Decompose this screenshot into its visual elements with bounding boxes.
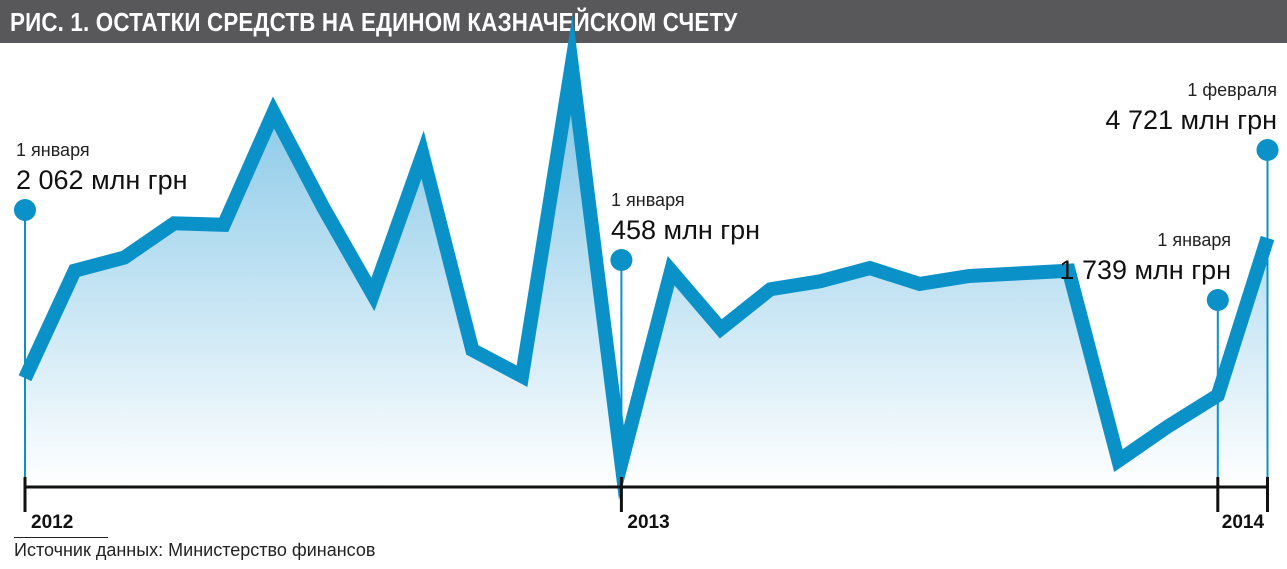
area-fill <box>25 65 1268 487</box>
balance-chart: 2012 2013 2014 1 января 2 062 млн грн 1 янва… <box>14 15 1279 533</box>
x-tick-label-2: 2014 <box>1222 512 1265 533</box>
series-line <box>18 15 1275 501</box>
x-tick-label-1: 2013 <box>627 512 669 533</box>
annotation-value-0: 2 062 млн грн <box>16 165 188 195</box>
title-bar: РИС. 1. ОСТАТКИ СРЕДСТВ НА ЕДИНОМ КАЗНАЧ… <box>0 0 1287 43</box>
annotation-dot-2 <box>1206 289 1229 311</box>
annotation-date-3: 1 февраля <box>1187 80 1277 100</box>
annotation-date-0: 1 января <box>16 140 90 160</box>
annotation-value-3: 4 721 млн грн <box>1105 105 1277 135</box>
source-note: Источник данных: Министерство финансов <box>14 540 376 560</box>
chart-title: РИС. 1. ОСТАТКИ СРЕДСТВ НА ЕДИНОМ КАЗНАЧ… <box>10 7 738 37</box>
annotation-date-2: 1 января <box>1157 230 1231 250</box>
x-tick-label-0: 2012 <box>31 512 73 533</box>
annotation-date-1: 1 января <box>611 190 685 210</box>
annotation-value-1: 458 млн грн <box>611 215 760 245</box>
annotation-dot-3 <box>1256 139 1279 161</box>
source-rule <box>14 537 108 538</box>
annotation-dot-0 <box>14 199 36 221</box>
annotation-value-2: 1 739 млн грн <box>1059 255 1231 285</box>
annotation-dot-1 <box>610 249 633 271</box>
